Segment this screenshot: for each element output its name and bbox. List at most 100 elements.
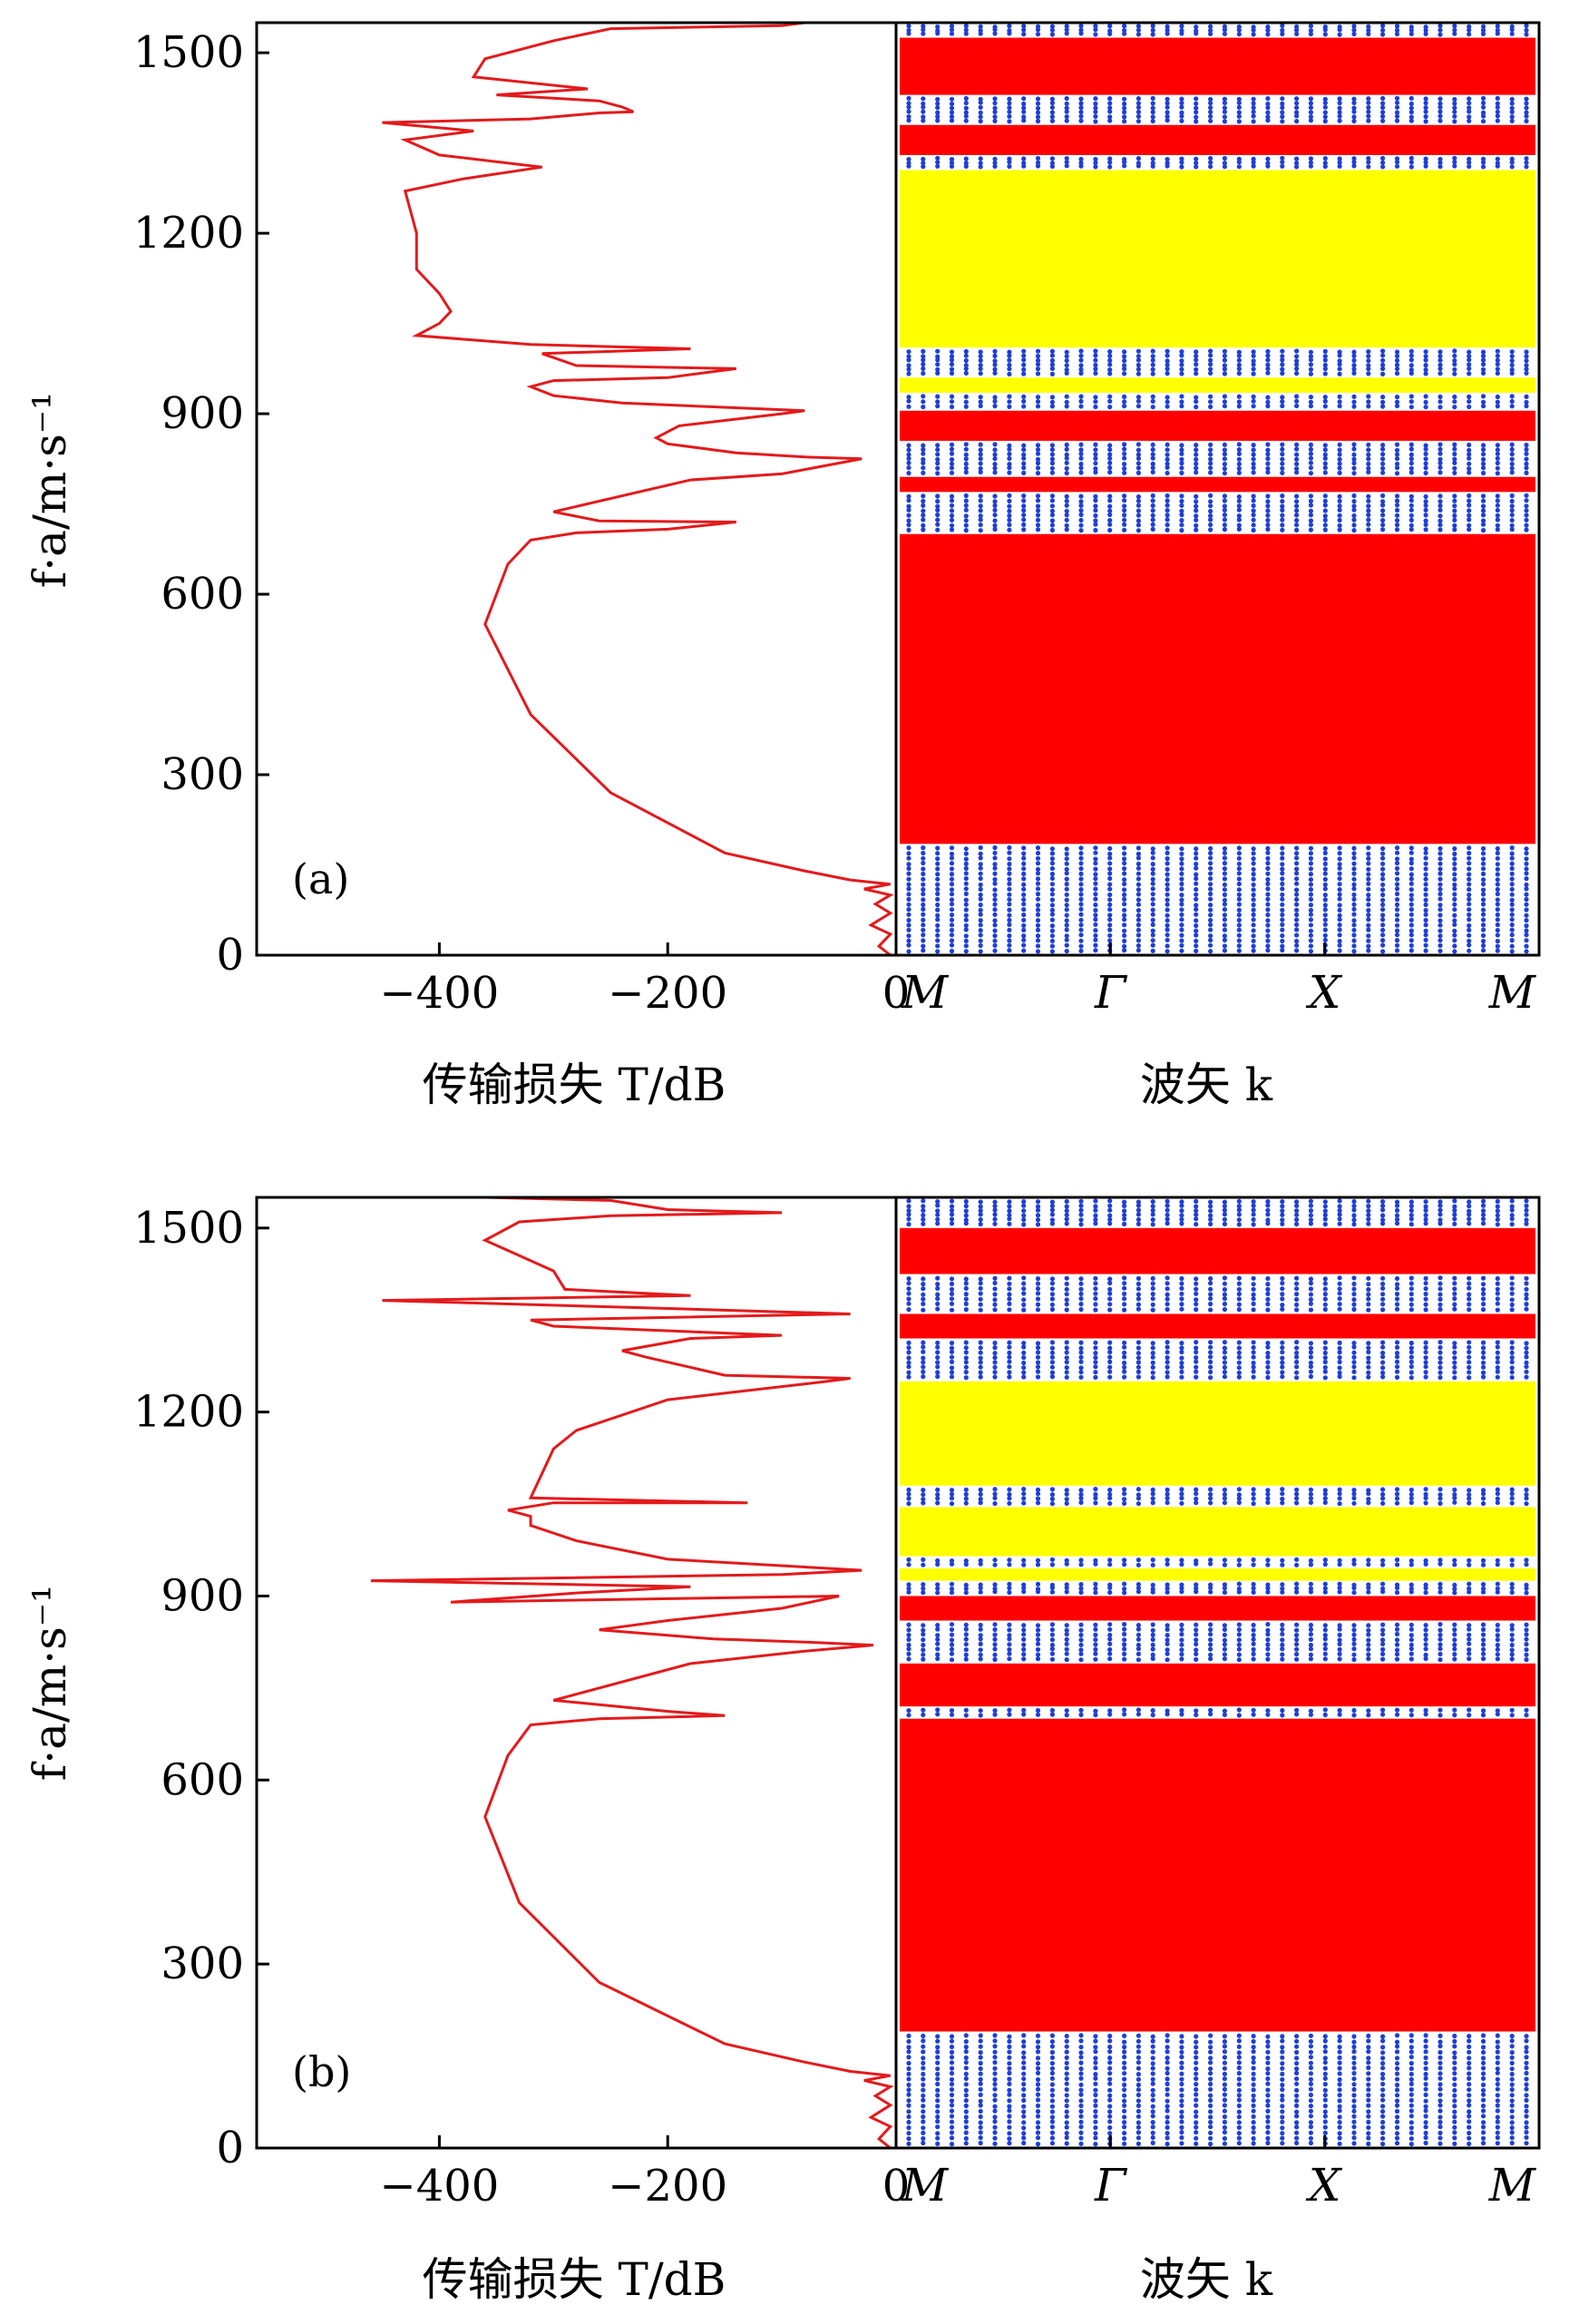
band-point — [1064, 2049, 1069, 2055]
band-point — [1351, 1652, 1357, 1657]
band-point — [1408, 933, 1414, 938]
band-point — [1165, 1275, 1170, 1281]
band-point — [906, 1208, 911, 1214]
band-point — [1150, 2044, 1155, 2049]
band-point — [963, 118, 969, 123]
band-point — [1524, 913, 1529, 918]
band-point — [1423, 1642, 1428, 1647]
band-point — [963, 871, 969, 876]
band-point — [1524, 2124, 1529, 2130]
band-point — [1021, 2135, 1027, 2141]
band-point — [963, 949, 969, 954]
band-point — [1078, 896, 1084, 903]
band-point — [949, 2049, 955, 2055]
band-point — [1452, 503, 1457, 509]
band-point — [1093, 395, 1098, 400]
band-point — [1222, 2119, 1227, 2124]
band-point — [1467, 927, 1472, 933]
band-point — [1380, 1275, 1386, 1281]
band-point — [906, 1491, 911, 1497]
band-point — [1035, 1369, 1041, 1374]
band-point — [963, 1642, 969, 1647]
band-point — [1049, 1276, 1055, 1282]
band-point — [992, 518, 998, 523]
band-point — [1408, 507, 1414, 513]
band-point — [1007, 2044, 1012, 2049]
band-point — [1107, 886, 1113, 892]
band-point — [1064, 1708, 1069, 1714]
band-point — [1452, 2104, 1457, 2109]
band-point — [1107, 447, 1113, 453]
band-point — [963, 856, 969, 862]
band-point — [1467, 96, 1472, 102]
band-point — [1322, 1355, 1328, 1361]
band-point — [1322, 104, 1328, 110]
band-point — [1394, 2114, 1400, 2120]
band-point — [1107, 855, 1113, 861]
band-point — [1423, 1646, 1428, 1652]
band-point — [1280, 1355, 1285, 1361]
band-point — [1107, 866, 1113, 872]
band-point — [1394, 1354, 1400, 1360]
band-point — [935, 917, 941, 923]
band-point — [1337, 903, 1342, 908]
band-point — [1208, 1281, 1213, 1286]
band-point — [1150, 348, 1155, 354]
band-point — [1480, 856, 1486, 862]
band-point — [1337, 2049, 1342, 2055]
band-point — [1064, 446, 1069, 452]
band-point — [1136, 395, 1141, 400]
band-point — [935, 517, 941, 522]
band-point — [1452, 1637, 1457, 1643]
band-point — [1208, 1344, 1213, 1350]
band-point — [906, 104, 911, 110]
band-point — [1222, 1562, 1227, 1567]
band-point — [1408, 856, 1414, 862]
band-point — [1322, 1646, 1328, 1652]
band-point — [978, 1364, 983, 1370]
band-point — [921, 493, 926, 499]
band-point — [1035, 119, 1041, 124]
band-point — [1308, 27, 1313, 34]
band-point — [1078, 866, 1084, 872]
band-point — [992, 887, 998, 893]
band-point — [1423, 1623, 1428, 1628]
band-point — [1380, 101, 1386, 106]
band-point — [1308, 105, 1313, 111]
band-point — [963, 528, 969, 533]
band-point — [1021, 508, 1027, 513]
band-point — [1366, 1652, 1371, 1657]
band-point — [978, 517, 983, 522]
band-point — [1265, 370, 1271, 376]
band-point — [1408, 1633, 1414, 1638]
band-point — [1509, 101, 1515, 106]
band-point — [1280, 2082, 1285, 2088]
band-point — [1179, 1281, 1184, 1286]
band-point — [1467, 1581, 1472, 1587]
band-point — [1308, 2055, 1313, 2060]
band-point — [1322, 1345, 1328, 1351]
band-point — [992, 2049, 998, 2055]
band-point — [1136, 897, 1141, 903]
band-point — [1495, 948, 1500, 953]
band-point — [1265, 1302, 1271, 1307]
band-point — [1366, 1355, 1371, 1361]
band-point — [978, 2065, 983, 2072]
band-point — [1222, 1281, 1227, 1286]
band-point — [1509, 2071, 1515, 2077]
band-point — [1452, 399, 1457, 405]
band-point — [1308, 1276, 1313, 1282]
band-point — [906, 522, 911, 528]
band-point — [1035, 1307, 1041, 1313]
band-point — [1122, 349, 1127, 355]
band-point — [1064, 508, 1069, 514]
band-point — [1136, 2135, 1141, 2141]
band-point — [1394, 891, 1400, 897]
band-point — [1509, 370, 1515, 376]
band-point — [1251, 96, 1256, 102]
band-point — [921, 902, 926, 908]
band-point — [1222, 522, 1227, 528]
band-point — [1509, 2038, 1515, 2044]
band-point — [1222, 933, 1227, 939]
